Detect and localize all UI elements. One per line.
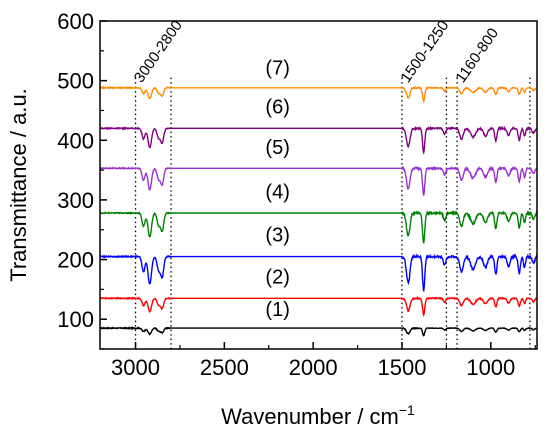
y-axis-title: Transmittance / a.u. — [6, 88, 31, 282]
x-tick-label: 2500 — [200, 355, 249, 380]
x-axis-title-text: Wavenumber / cm — [221, 404, 399, 429]
spectrum-label: (2) — [265, 266, 289, 288]
curve-labels: (1) (2) (3) (4) (5) (6) (7) — [265, 58, 289, 322]
spectrum-line — [99, 125, 538, 155]
x-axis-title: Wavenumber / cm−1 — [221, 402, 415, 429]
region-markers: 3000-2800 1500-1250 1160-800 — [131, 17, 531, 349]
y-tick-label: 200 — [57, 248, 94, 273]
x-tick-label: 3000 — [111, 355, 160, 380]
y-axis-ticks: 100 200 300 400 500 600 — [57, 9, 107, 350]
spectrum-line — [99, 209, 538, 244]
spectrum-label: (4) — [265, 182, 289, 204]
region-label: 3000-2800 — [131, 17, 186, 86]
y-tick-label: 100 — [57, 307, 94, 332]
spectrum-label: (1) — [265, 299, 289, 321]
spectra-curves — [99, 85, 538, 337]
region-label: 1160-800 — [452, 25, 502, 86]
y-tick-label: 600 — [57, 9, 94, 34]
spectrum-label: (6) — [265, 96, 289, 118]
x-axis-title-superscript: −1 — [399, 402, 415, 418]
y-tick-label: 400 — [57, 128, 94, 153]
spectrum-line — [99, 325, 538, 337]
spectrum-label: (3) — [265, 225, 289, 247]
y-tick-label: 300 — [57, 188, 94, 213]
plot-frame — [99, 20, 538, 350]
spectrum-line — [99, 253, 538, 292]
y-tick-label: 500 — [57, 69, 94, 94]
x-tick-label: 2000 — [289, 355, 338, 380]
region-label: 1500-1250 — [397, 17, 452, 86]
spectrum-line — [99, 295, 538, 317]
x-tick-label: 1000 — [466, 355, 515, 380]
spectrum-line — [99, 165, 538, 196]
x-tick-label: 1500 — [378, 355, 427, 380]
spectrum-label: (7) — [265, 58, 289, 80]
x-axis-ticks: 3000 2500 2000 1500 1000 — [111, 342, 536, 380]
spectrum-line — [99, 85, 538, 104]
spectrum-label: (5) — [265, 137, 289, 159]
